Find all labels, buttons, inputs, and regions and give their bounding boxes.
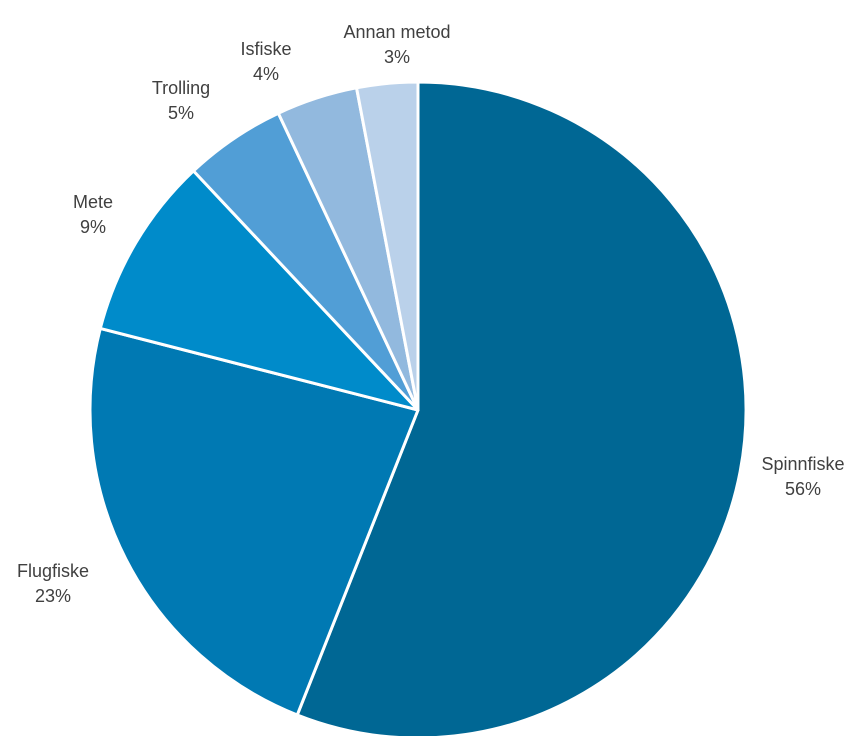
slice-label-trolling: Trolling — [152, 78, 210, 98]
slice-label-mete: Mete — [73, 192, 113, 212]
slice-value-label-flugfiske: 23% — [35, 586, 71, 606]
pie-slice-mete — [98, 169, 420, 412]
pie-slice-annan-metod — [355, 80, 420, 412]
slice-label-flugfiske: Flugfiske — [17, 561, 89, 581]
pie-slice-spinnfiske — [295, 80, 748, 736]
slice-value-label-mete: 9% — [80, 217, 106, 237]
pie-slice-flugfiske — [88, 326, 420, 717]
slice-value-label-spinnfiske: 56% — [785, 479, 821, 499]
slice-value-label-annan-metod: 3% — [384, 47, 410, 67]
slice-value-label-isfiske: 4% — [253, 64, 279, 84]
slice-value-label-trolling: 5% — [168, 103, 194, 123]
slice-label-spinnfiske: Spinnfiske — [761, 454, 844, 474]
pie-labels: Spinnfiske 56% Flugfiske 23% Mete 9% Trolling 5… — [17, 22, 845, 606]
pie-slices — [88, 80, 748, 736]
slice-label-isfiske: Isfiske — [240, 39, 291, 59]
slice-label-annan-metod: Annan metod — [343, 22, 450, 42]
